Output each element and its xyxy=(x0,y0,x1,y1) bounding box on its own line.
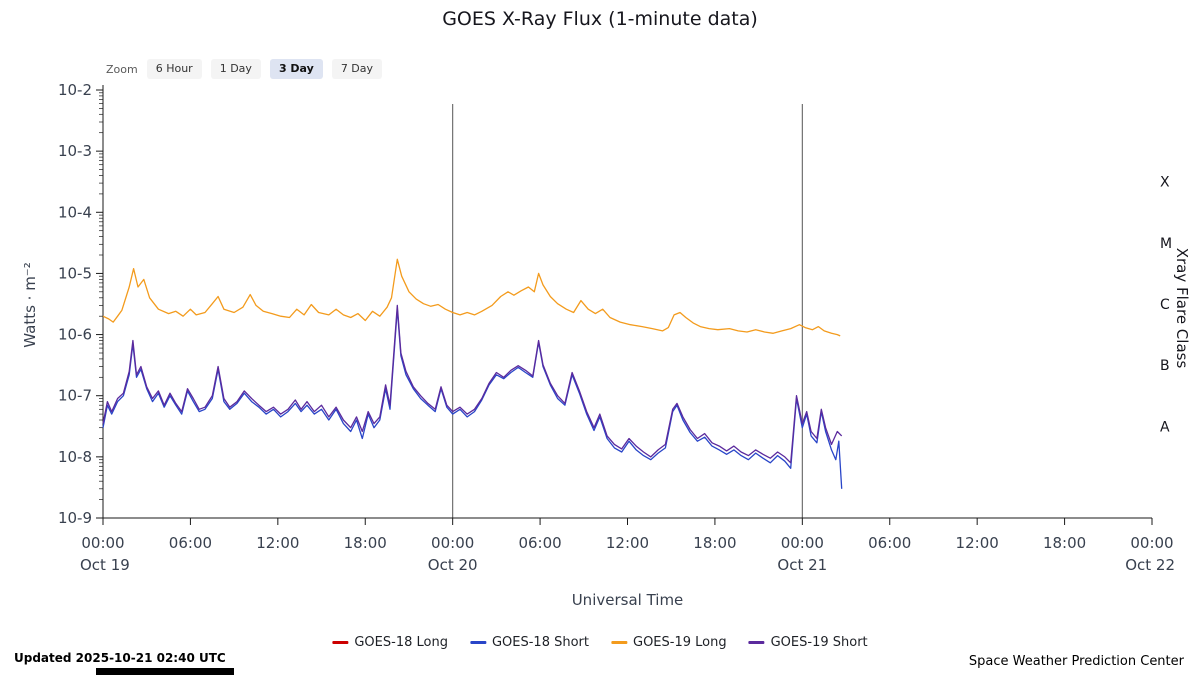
x-tick-label: 12:00 xyxy=(256,534,299,552)
x-tick-label: 18:00 xyxy=(1043,534,1086,552)
series-goes-19-long xyxy=(102,258,841,337)
series-goes-19-short xyxy=(102,304,843,464)
legend-marker xyxy=(611,641,627,644)
y-tick-label: 10-2 xyxy=(58,81,92,99)
x-tick-label: 00:00 xyxy=(781,534,824,552)
series-goes-18-short xyxy=(102,308,843,489)
legend-label: GOES-19 Long xyxy=(633,635,727,650)
chart-title: GOES X-Ray Flux (1-minute data) xyxy=(442,8,758,30)
legend-item-goes-19-short[interactable]: GOES-19 Short xyxy=(748,635,868,650)
flare-class-label: A xyxy=(1160,419,1170,435)
y-tick-label: 10-4 xyxy=(58,203,92,221)
zoom-button-6-hour[interactable]: 6 Hour xyxy=(146,59,202,80)
legend-label: GOES-19 Short xyxy=(770,635,868,650)
flare-class-label: M xyxy=(1160,236,1172,252)
x-tick-label: 00:00 xyxy=(81,534,124,552)
y-tick-label: 10-5 xyxy=(58,264,92,282)
x-tick-label: 18:00 xyxy=(693,534,736,552)
credit-text: Space Weather Prediction Center xyxy=(968,654,1184,669)
legend-label: GOES-18 Long xyxy=(354,635,448,650)
right-axis-title: Xray Flare Class xyxy=(1173,247,1191,369)
y-axis-title: Watts · m⁻² xyxy=(21,262,39,348)
legend-label: GOES-18 Short xyxy=(491,635,589,650)
zoom-range-selector: Zoom 6 Hour 1 Day 3 Day 7 Day xyxy=(106,59,383,80)
footer-bar xyxy=(96,668,234,675)
x-tick-label: 06:00 xyxy=(868,534,911,552)
legend-item-goes-18-short[interactable]: GOES-18 Short xyxy=(469,635,589,650)
legend-item-goes-19-long[interactable]: GOES-19 Long xyxy=(611,635,727,650)
y-tick-label: 10-9 xyxy=(58,509,92,527)
y-tick-label: 10-7 xyxy=(58,387,92,405)
zoom-button-3-day[interactable]: 3 Day xyxy=(269,59,323,80)
y-tick-label: 10-6 xyxy=(58,326,92,344)
legend-item-goes-18-long[interactable]: GOES-18 Long xyxy=(332,635,448,650)
legend: GOES-18 Long GOES-18 Short GOES-19 Long GOE… xyxy=(332,635,868,650)
legend-marker xyxy=(748,641,765,644)
x-date-label: Oct 20 xyxy=(428,556,478,574)
x-tick-label: 12:00 xyxy=(606,534,649,552)
x-tick-label: 06:00 xyxy=(518,534,561,552)
legend-marker xyxy=(332,641,349,644)
flare-class-label: B xyxy=(1160,358,1170,374)
updated-timestamp: Updated 2025-10-21 02:40 UTC xyxy=(14,651,226,665)
x-date-label: Oct 19 xyxy=(80,556,130,574)
zoom-button-1-day[interactable]: 1 Day xyxy=(210,59,261,80)
y-tick-label: 10-8 xyxy=(58,448,92,466)
x-tick-label: 18:00 xyxy=(344,534,387,552)
zoom-buttons: 6 Hour 1 Day 3 Day 7 Day xyxy=(146,59,383,80)
x-date-label: Oct 21 xyxy=(777,556,827,574)
x-date-label: Oct 22 xyxy=(1125,556,1175,574)
x-tick-label: 00:00 xyxy=(1130,534,1173,552)
x-tick-label: 00:00 xyxy=(431,534,474,552)
x-tick-label: 12:00 xyxy=(956,534,999,552)
y-tick-label: 10-3 xyxy=(58,142,92,160)
legend-marker xyxy=(469,641,486,644)
flare-class-label: X xyxy=(1160,175,1170,191)
x-tick-label: 06:00 xyxy=(169,534,212,552)
zoom-label: Zoom xyxy=(106,62,138,76)
x-axis-title: Universal Time xyxy=(571,591,684,609)
zoom-button-7-day[interactable]: 7 Day xyxy=(331,59,383,80)
flare-class-label: C xyxy=(1160,297,1170,313)
